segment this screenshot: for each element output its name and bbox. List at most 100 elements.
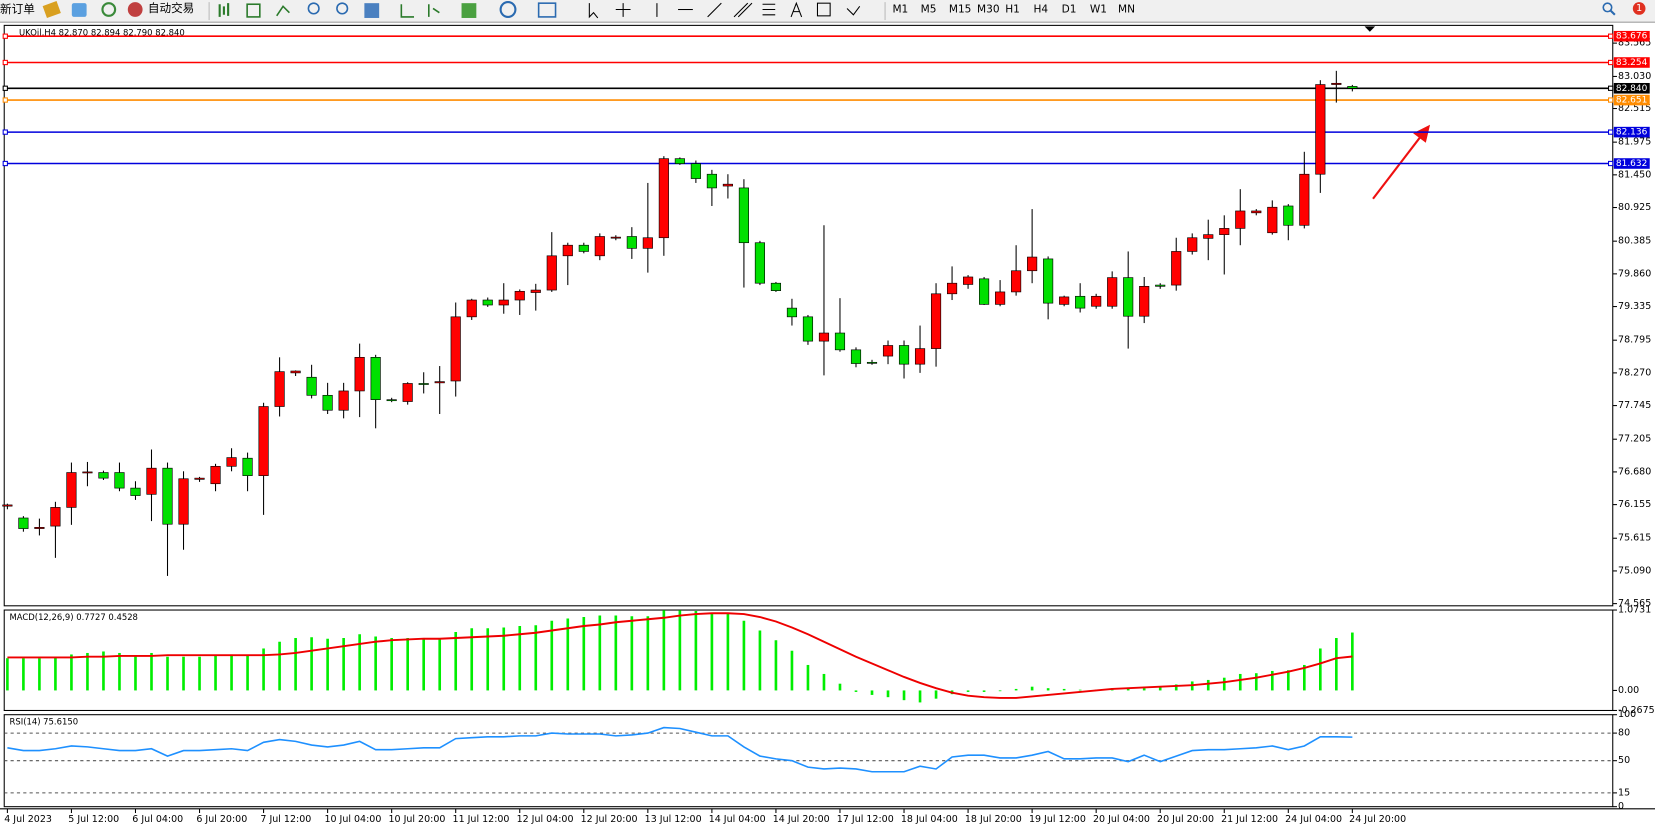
signal-line [7,612,1353,699]
x-tick-label: 6 Jul 04:00 [132,814,183,825]
timeframe-button[interactable]: H1 [1005,4,1020,16]
new-order-button[interactable]: 新订单 [0,2,35,16]
icon[interactable] [400,4,415,18]
candle-body [1203,234,1214,239]
crosshair-tool[interactable] [615,3,631,17]
trendline-tool[interactable] [707,2,722,18]
level-label: 81.632 [1616,159,1647,169]
level-handle [2,59,8,66]
candle-body [690,163,701,179]
level-label-bg [1613,126,1650,138]
timeframe-button[interactable]: W1 [1090,4,1107,16]
x-tick-label: 21 Jul 12:00 [1221,814,1278,825]
x-tick-label: 18 Jul 20:00 [965,814,1022,825]
x-tick-label: 14 Jul 04:00 [709,814,766,825]
level-handle [1608,129,1614,135]
candle-body [18,517,29,529]
timeframe-button[interactable]: M30 [977,4,1000,16]
timeframe-button[interactable]: M1 [892,4,908,16]
candle-body [658,158,669,239]
timeframe-button[interactable]: D1 [1062,4,1077,16]
icon[interactable] [428,4,440,17]
x-tick-label: 24 Jul 20:00 [1349,814,1406,825]
level-label: 83.676 [1616,32,1648,42]
y-tick-label: 83.565 [1618,38,1651,49]
toolbar: 新订单 自动交易 1 [0,0,1655,23]
channel-tool[interactable] [733,2,753,18]
y-tick-label: 80.925 [1618,202,1651,213]
candle-body [1155,284,1166,287]
timeframes: M1 M5 M15 M30 H1 H4 D1 W1 MN [892,4,1135,16]
macd-pane [3,609,1614,712]
y-tick-label: 76.680 [1618,466,1651,477]
candle-body [162,467,173,525]
cursor-tool[interactable] [588,3,599,19]
x-tick-label: 6 Jul 20:00 [196,814,247,825]
candle-body [306,376,317,396]
candle-body [434,381,445,384]
y-tick-label: 100 [1618,709,1636,720]
candle-body [866,361,878,364]
search-icon[interactable] [1602,2,1613,13]
candle-body [562,244,573,257]
candle-body [1139,286,1150,317]
candle-body [1251,210,1262,214]
candle-body [914,348,926,365]
candle-body [1043,258,1054,304]
candle-body [706,173,717,189]
level-handle [2,33,8,39]
candle-body [1347,86,1358,89]
candle-body [1331,82,1342,85]
auto-trading-button[interactable]: 自动交易 [148,1,194,15]
indicators[interactable] [461,3,477,18]
fibo-tool[interactable] [762,3,776,16]
x-tick-label: 24 Jul 04:00 [1285,814,1342,825]
arrow-shaft [1372,134,1423,200]
candle-body [242,457,253,476]
arrow-head [1413,124,1431,143]
candle-body [290,370,301,374]
periods[interactable] [499,1,517,18]
candle-body [482,299,493,306]
candle-body [338,390,349,411]
timeframe-button[interactable]: H4 [1033,4,1048,16]
text-tool[interactable] [790,1,803,18]
timeframe-button[interactable]: MN [1118,4,1135,16]
candle-body [1267,206,1278,234]
candle-body [995,291,1006,305]
level-label-bg [1613,82,1650,94]
candle-body [898,345,910,365]
label-tool[interactable] [816,2,831,17]
candle-body [370,356,381,400]
search-icon[interactable] [1609,9,1616,16]
icon[interactable] [42,1,61,19]
x-tick-label: 13 Jul 12:00 [645,814,702,825]
zoom-in[interactable] [307,2,320,15]
icon[interactable] [101,2,117,17]
y-tick-label: 78.270 [1618,367,1651,378]
level-handle [1608,97,1614,103]
templates[interactable] [537,2,557,18]
icon[interactable] [218,3,230,17]
auto-trading-icon[interactable] [127,2,143,17]
candle-body [754,242,765,284]
level-handle [1608,33,1614,39]
candle-body [498,299,509,306]
icon[interactable] [276,5,290,17]
arrows-tool[interactable] [846,6,861,16]
timeframe-button[interactable]: M15 [949,4,972,16]
x-tick-label: 4 Jul 2023 [4,814,52,825]
candle-body [578,244,589,252]
candle-body [1187,237,1198,252]
icon[interactable] [364,3,380,18]
icon[interactable] [246,3,261,18]
timeframe-button[interactable]: M5 [921,4,937,16]
y-tick-label: 1.0731 [1618,605,1651,616]
notification-badge[interactable] [1632,2,1646,15]
y-tick-label: 81.450 [1618,169,1651,180]
level-label: 82.651 [1616,96,1647,106]
zoom-out[interactable] [336,2,349,15]
icon[interactable] [71,3,87,17]
x-tick-label: 10 Jul 20:00 [388,814,445,825]
shift-marker [1364,26,1376,32]
